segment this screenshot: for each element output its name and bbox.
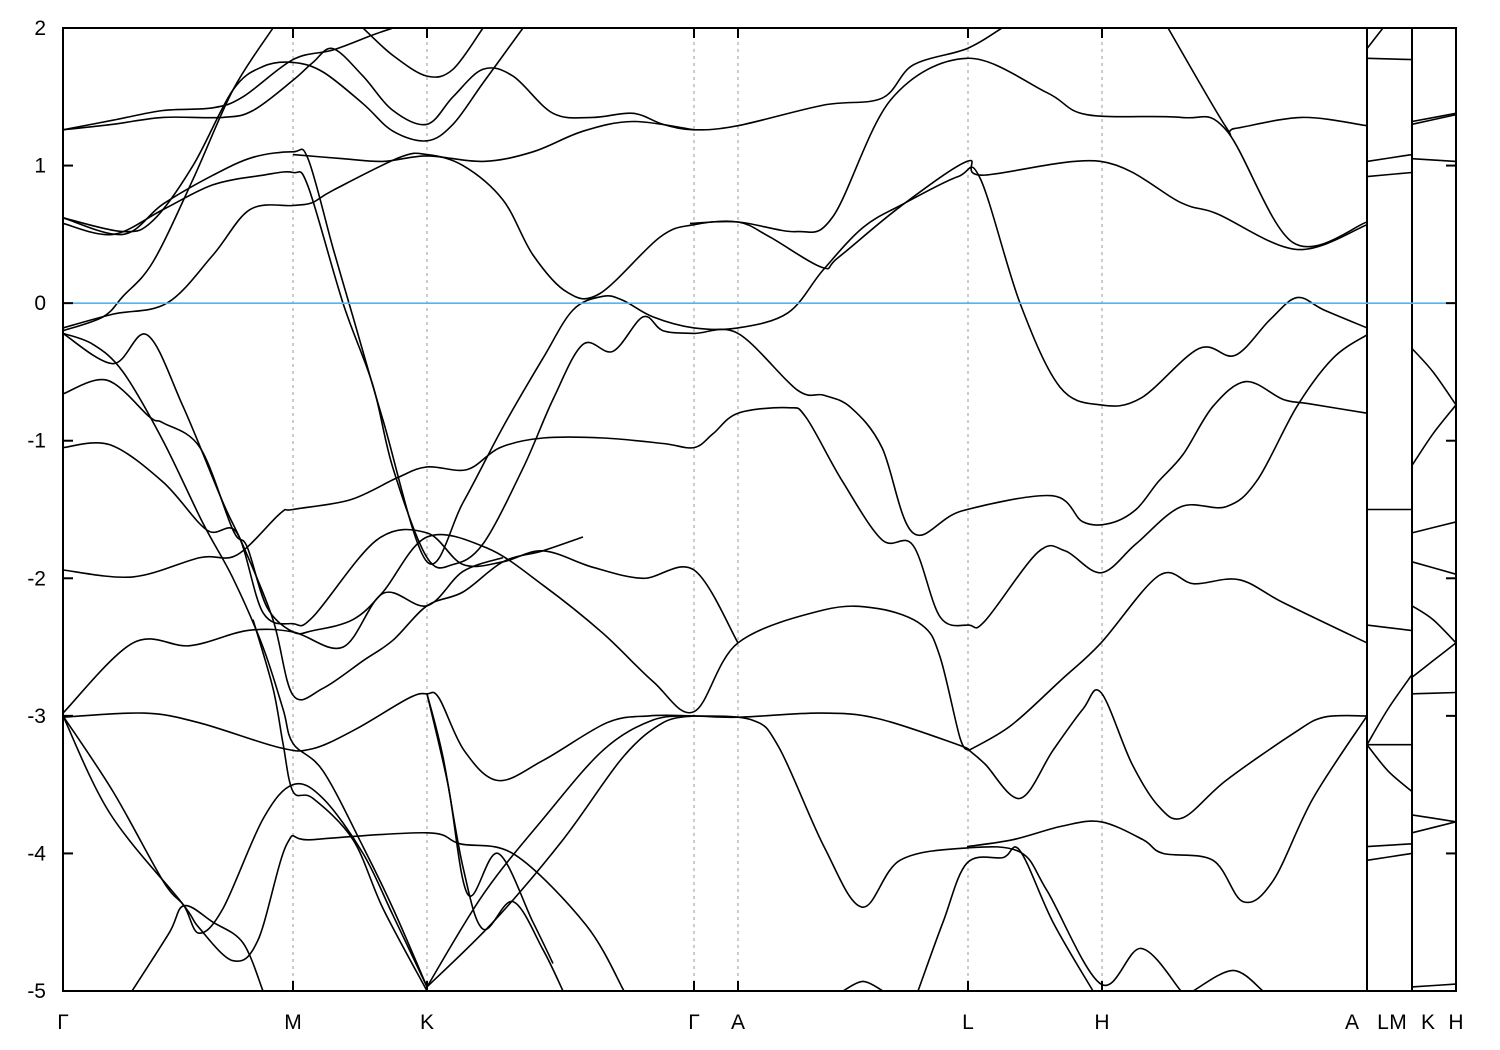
band-line [63,334,1368,629]
band-line [966,715,1368,904]
band-line [63,28,274,332]
band-line [1411,521,1456,534]
band-line [63,691,970,782]
x-tick-label: A [1345,1011,1359,1034]
band-line [63,441,739,644]
band-line [252,619,428,991]
band-line [63,152,1368,329]
y-tick-label: -1 [27,430,46,453]
x-tick-label: K [420,1011,434,1034]
band-line [1366,153,1413,163]
x-tick-label: H [1448,1011,1463,1034]
band-line [842,980,884,991]
y-tick-label: 2 [34,17,46,40]
band-line [362,28,484,78]
band-line [1411,112,1456,123]
band-line [1366,843,1413,848]
band-line [1411,983,1456,988]
band-line [1366,624,1413,632]
band-line [63,28,394,131]
band-line [693,715,1182,991]
x-tick-label: H [1094,1011,1109,1034]
band-line [63,148,1368,565]
band-line [1411,691,1456,695]
band-line [292,120,695,163]
band-line [426,715,695,988]
high-symmetry-lines [292,28,1413,991]
band-line [968,571,1368,751]
y-tick-label: 1 [34,155,46,178]
band-line [131,904,264,991]
x-tick-label: K [1421,1011,1435,1034]
band-line [63,332,584,701]
bands [63,28,1456,991]
band-line [1366,57,1413,61]
y-tick-label: -2 [27,567,46,590]
y-tick-label: -5 [27,980,46,1003]
band-line [426,693,554,964]
band-line [1366,674,1413,746]
x-tick-label: Γ [688,1011,700,1034]
band-line [63,28,524,233]
band-line [426,715,695,988]
band-line [1366,28,1384,50]
band-line [63,171,1368,569]
band-line [917,846,1094,991]
y-tick-label: 0 [34,292,46,315]
band-line [63,28,1003,131]
band-line [1411,157,1456,163]
band-line [1411,347,1456,406]
x-tick-label: L [962,1011,974,1034]
band-line [63,556,504,714]
band-line [689,57,1368,248]
x-tick-label: A [731,1011,745,1034]
band-line [1366,744,1413,793]
band-line [1411,113,1456,126]
band-line [1411,814,1456,823]
band-line [1411,642,1456,678]
band-line [1411,404,1456,466]
band-line [426,693,564,991]
x-tick-label: M [1389,1011,1407,1034]
band-line [1366,171,1413,178]
band-line [1192,969,1264,991]
band-line [63,332,428,988]
band-line [63,378,970,751]
band-line [63,715,428,988]
y-axis: -5 -4 -3 -2 -1 0 1 2 [27,17,1456,1003]
band-line [1366,852,1413,862]
band-line [1411,561,1456,575]
x-tick-label: Γ [57,1011,69,1034]
y-tick-label: -4 [27,842,46,865]
band-line [1167,28,1368,137]
plot-frame [62,27,1457,992]
band-line [1411,821,1456,834]
band-line [63,715,625,991]
band-line [1411,605,1456,644]
x-tick-label: L [1377,1011,1389,1034]
x-tick-label: M [284,1011,302,1034]
y-tick-label: -3 [27,705,46,728]
band-line [968,689,1368,820]
